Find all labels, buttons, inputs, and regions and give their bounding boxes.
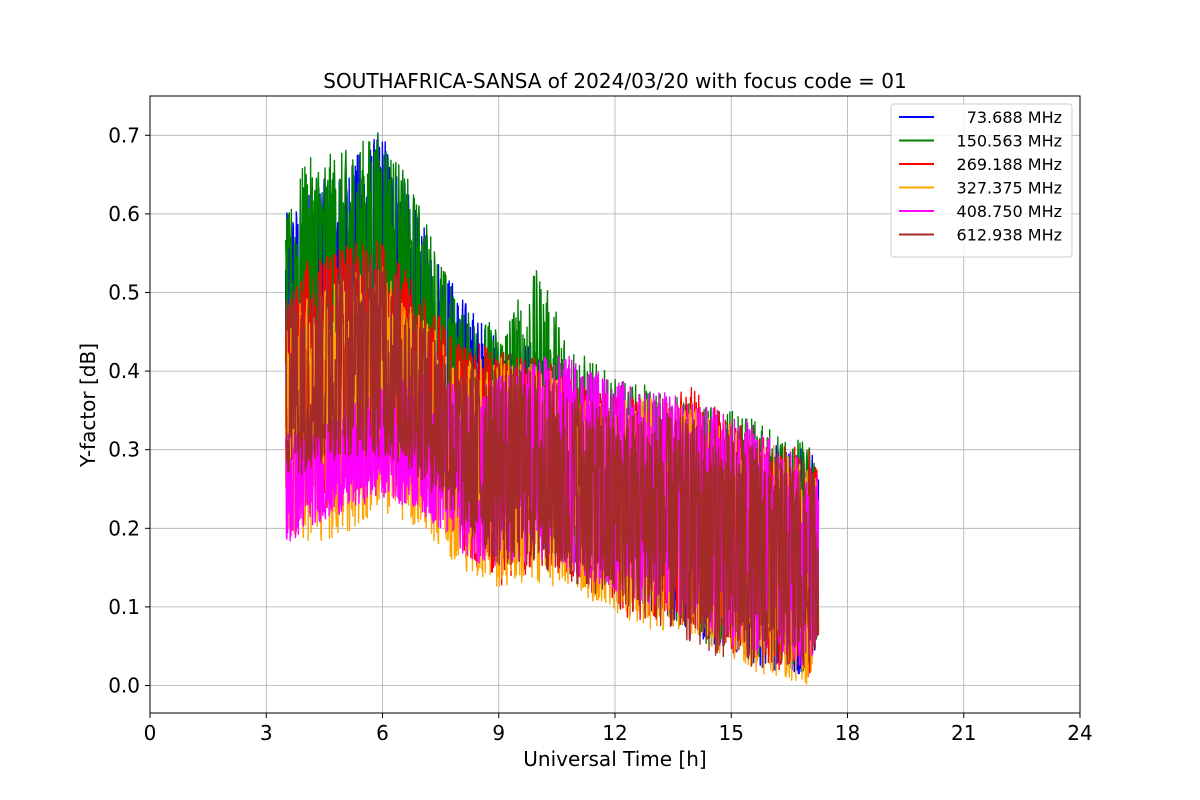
y-tick-label: 0.1 bbox=[108, 595, 140, 619]
y-tick-label: 0.5 bbox=[108, 280, 140, 304]
legend-label: 408.750 MHz bbox=[957, 202, 1062, 221]
x-tick-label: 3 bbox=[260, 721, 273, 745]
y-tick-label: 0.7 bbox=[108, 123, 140, 147]
chart-title: SOUTHAFRICA-SANSA of 2024/03/20 with foc… bbox=[323, 69, 907, 93]
x-tick-label: 24 bbox=[1067, 721, 1092, 745]
y-axis: 0.0 0.1 0.2 0.3 0.4 0.5 0.6 0.7 bbox=[108, 123, 150, 697]
legend-label: 150.563 MHz bbox=[957, 132, 1062, 151]
series-layer bbox=[284, 132, 820, 685]
legend-label: 73.688 MHz bbox=[967, 108, 1062, 127]
y-tick-label: 0.6 bbox=[108, 202, 140, 226]
series-line-6 bbox=[284, 246, 820, 667]
x-tick-label: 18 bbox=[835, 721, 860, 745]
x-axis-label: Universal Time [h] bbox=[523, 747, 706, 771]
y-axis-label: Y-factor [dB] bbox=[76, 343, 100, 468]
y-tick-label: 0.2 bbox=[108, 516, 140, 540]
x-axis: 0 3 6 9 12 15 18 21 24 bbox=[144, 713, 1093, 745]
x-tick-label: 21 bbox=[951, 721, 976, 745]
x-tick-label: 6 bbox=[376, 721, 389, 745]
legend-label: 269.188 MHz bbox=[957, 155, 1062, 174]
y-tick-label: 0.3 bbox=[108, 438, 140, 462]
x-tick-label: 9 bbox=[492, 721, 505, 745]
x-tick-label: 0 bbox=[144, 721, 157, 745]
legend-label: 612.938 MHz bbox=[957, 226, 1062, 245]
legend-box bbox=[890, 103, 1073, 258]
legend: 73.688 MHz 150.563 MHz 269.188 MHz 327.375 … bbox=[890, 103, 1073, 258]
legend-label: 327.375 MHz bbox=[957, 179, 1062, 198]
x-tick-label: 12 bbox=[602, 721, 627, 745]
y-tick-label: 0.0 bbox=[108, 673, 140, 697]
x-tick-label: 15 bbox=[719, 721, 744, 745]
y-tick-label: 0.4 bbox=[108, 359, 140, 383]
